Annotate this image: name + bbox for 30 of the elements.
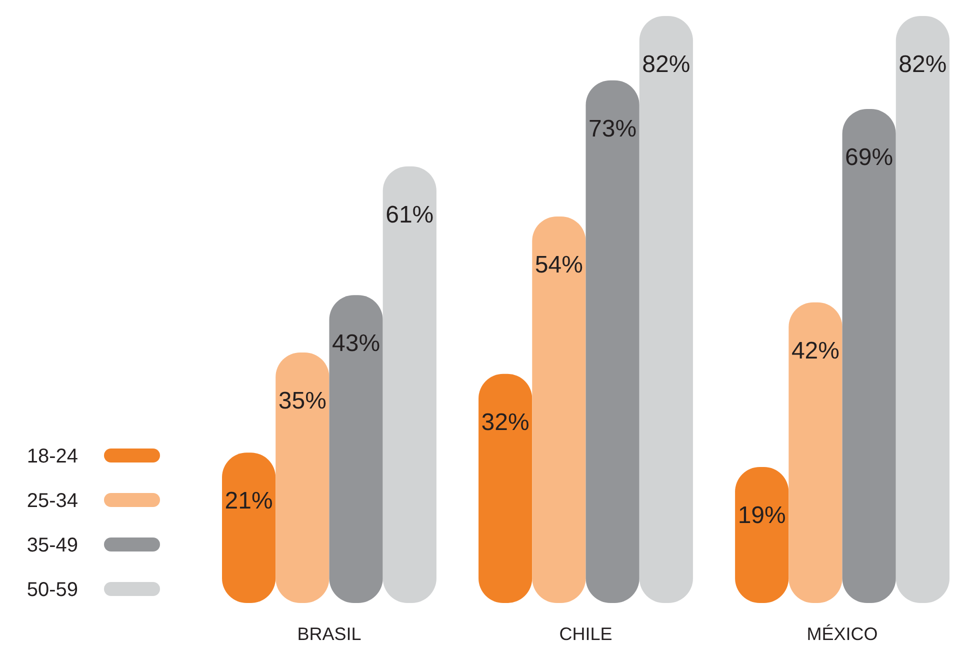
legend-label: 50-59	[26, 579, 78, 601]
bar	[842, 109, 896, 603]
data-label: 43%	[332, 330, 380, 358]
bar	[896, 16, 950, 603]
x-tick-label: CHILE	[559, 624, 612, 644]
bar	[639, 16, 693, 603]
legend-label: 35-49	[26, 534, 78, 556]
data-label: 35%	[278, 387, 326, 414]
data-label: 73%	[588, 115, 637, 142]
legend-label: 18-24	[26, 446, 78, 468]
data-label: 32%	[481, 408, 530, 436]
data-label: 19%	[738, 502, 786, 529]
data-label: 82%	[898, 51, 947, 78]
bar	[788, 302, 842, 603]
bar	[532, 216, 586, 603]
data-label: 61%	[386, 201, 434, 228]
data-label: 69%	[845, 144, 894, 172]
bar	[329, 295, 383, 603]
bar	[478, 374, 532, 603]
bar	[382, 166, 436, 603]
data-label: 42%	[791, 337, 840, 364]
x-tick-label: BRASIL	[297, 624, 362, 644]
data-label: 21%	[224, 488, 273, 515]
legend-label: 25-34	[26, 490, 78, 512]
data-label: 82%	[642, 51, 690, 78]
bar	[222, 452, 276, 603]
data-label: 54%	[534, 251, 583, 278]
x-tick-label: MÉXICO	[806, 624, 878, 644]
bar	[276, 352, 330, 603]
bar	[586, 80, 640, 603]
